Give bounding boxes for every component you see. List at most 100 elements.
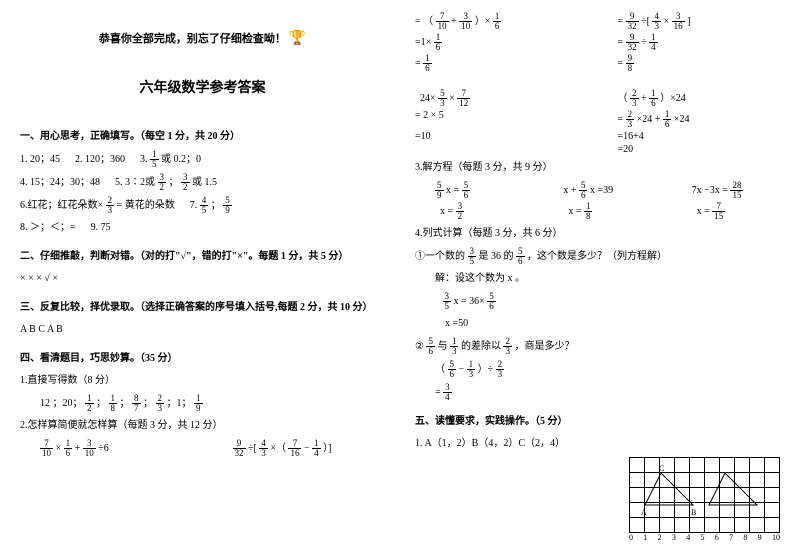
sf5-6: 56	[462, 181, 471, 200]
xl9: 9	[758, 533, 762, 542]
sv1b: x = 32	[435, 202, 523, 221]
section2-title: 二、仔细推敲，判断对错。（对的打"√"，错的打"×"。每题 1 分，共 5 分）	[20, 247, 385, 262]
sv1: 59 x = 56	[435, 181, 523, 200]
s4-1b: ；	[96, 398, 106, 409]
section4-title: 四、看清题目，巧思妙算。（35 分）	[20, 349, 385, 364]
xl3: 3	[672, 533, 676, 542]
frac-8-7: 87	[132, 394, 141, 413]
frac-1-8: 18	[109, 394, 118, 413]
xl5: 5	[700, 533, 704, 542]
s4-4: 4.列式计算（每题 3 分，共 6 分）	[415, 225, 780, 243]
s4-4-2: ② 56 与 13 的差除以 23 ，商是多少？	[415, 337, 780, 356]
frac-1-2: 12	[85, 394, 94, 413]
rb2-r0: （ 23 + 16 ）×24	[618, 89, 781, 108]
frac-3-2a: 32	[158, 173, 167, 192]
q2b: 与	[437, 341, 447, 352]
solve-row1: 59 x = 56 x + 56 x =39 7x −3x = 2815	[415, 181, 780, 200]
q2a: ②	[415, 341, 424, 352]
s4-4-sol: 解：设这个数为 x 。	[415, 270, 780, 288]
rf3-10: 310	[459, 12, 472, 31]
s1-1c: 3.	[140, 154, 148, 165]
rb2-l1: = 2 × 5	[415, 110, 578, 129]
semi: ；	[143, 398, 153, 409]
rf1-6d: 16	[649, 89, 658, 108]
q1c: ，这个数是多少？（列方程解）	[527, 251, 667, 262]
q2d: ，商是多少？	[514, 341, 574, 352]
left-column: 恭喜你全部完成，别忘了仔细检查呦！ 🏆 六年级数学参考答案 一、用心思考，正确填…	[20, 10, 385, 542]
s2-answers: × × × √ ×	[20, 270, 385, 288]
q2f1-3: 13	[450, 337, 459, 356]
frac-1-5: 15	[150, 150, 159, 169]
xl4: 4	[686, 533, 690, 542]
q2-expr: （ 56 − 13 ）÷ 23	[415, 360, 780, 379]
solve-row2: x = 32 x = 18 x = 715	[415, 202, 780, 221]
e2f1-3: 13	[467, 360, 476, 379]
sf5-9: 59	[435, 181, 444, 200]
sf5-6b: 56	[579, 181, 588, 200]
rf9-8: 98	[626, 54, 635, 73]
trophy-icon: 🏆	[289, 31, 306, 46]
s1-3b: = 黄花的朵数	[117, 200, 175, 211]
section1-title: 一、用心思考，正确填写。（每空 1 分，共 20 分）	[20, 127, 385, 142]
coordinate-grid	[629, 457, 780, 533]
spacer1	[415, 75, 780, 87]
xl7: 7	[729, 533, 733, 542]
grid-wrap: A B C 0 1 2 3 4 5 6 7 8 9 10	[415, 457, 780, 542]
s5-l1: 1. A（1，2）B（4，2）C（2，4）	[415, 435, 780, 453]
rb1-r3: = 98	[618, 54, 781, 73]
s4-1-answers: 12 ；20； 12 ； 18 ； 87 ； 23 ；1； 19	[20, 394, 385, 413]
s4-1c: ；	[120, 398, 130, 409]
qf5-6: 56	[516, 247, 525, 266]
right-column: = （ 710 + 310 ）× 16 = 932 ÷[ 43 × 316 ] …	[415, 10, 780, 542]
congrats-line: 恭喜你全部完成，别忘了仔细检查呦！ 🏆	[20, 30, 385, 47]
rf1-6e: 16	[663, 110, 672, 129]
r-block1-row2: =1× 16 = 932 ÷ 14	[415, 33, 780, 52]
main-title: 六年级数学参考答案	[20, 77, 385, 97]
q2f2-3: 23	[503, 337, 512, 356]
s4-1: 1.直接写得数（8 分）	[20, 372, 385, 390]
x50: x =50	[445, 318, 468, 329]
xl8: 8	[743, 533, 747, 542]
s4-4-eq: 35 x = 36× 56	[415, 292, 780, 311]
q1a: ①一个数的	[415, 251, 465, 262]
s1-line3: 6.红花；红花朵数× 23 = 黄花的朵数 7. 45 ； 59	[20, 196, 385, 215]
sf7-15: 715	[712, 202, 725, 221]
f1-6a: 16	[64, 439, 73, 458]
r-block1-row1: = （ 710 + 310 ）× 16 = 932 ÷[ 43 × 316 ]	[415, 12, 780, 31]
qf3-5: 35	[468, 247, 477, 266]
rf1-6c: 16	[423, 54, 432, 73]
x-axis-labels: 0 1 2 3 4 5 6 7 8 9 10	[629, 533, 780, 542]
rb2-l3	[415, 144, 578, 155]
section3-title: 三、反复比较，择优录取。（选择正确答案的序号填入括号,每题 2 分，共 10 分…	[20, 298, 385, 313]
rf2-3c: 23	[630, 89, 639, 108]
s1-3d: ；	[211, 200, 221, 211]
q1b: 是 36 的	[479, 251, 514, 262]
page-columns: 恭喜你全部完成，别忘了仔细检查呦！ 🏆 六年级数学参考答案 一、用心思考，正确填…	[20, 10, 780, 542]
e2f5-6: 56	[448, 360, 457, 379]
r-block2-row2: =10 =16+4	[415, 131, 780, 142]
xl1: 1	[643, 533, 647, 542]
s4-4-1: ①一个数的 35 是 36 的 56 ，这个数是多少？（列方程解）	[415, 247, 780, 266]
s1-2b: 5. 3∶2或	[115, 177, 155, 188]
s1-line4: 8. ＞；＜；= 9. 75	[20, 219, 385, 237]
ef5-6: 56	[487, 292, 496, 311]
s1-1d: 或 0.2；0	[161, 154, 201, 165]
q2c: 的差除以	[461, 341, 501, 352]
f1-4: 14	[312, 439, 321, 458]
s1-1a: 1. 20；45	[20, 154, 60, 165]
r-block2-row1: = 2 × 5 = 23 ×24 + 16 ×24	[415, 110, 780, 129]
e2f2-3: 23	[496, 360, 505, 379]
f3-10: 310	[83, 439, 96, 458]
rb1-l1: = （ 710 + 310 ）× 16	[415, 12, 578, 31]
e2f3-4: 34	[443, 383, 452, 402]
xl0: 0	[629, 533, 633, 542]
rb2-l2: =10	[415, 131, 578, 142]
s3-answers: A B C A B	[20, 321, 385, 339]
s4-3: 3.解方程（每题 3 分，共 9 分）	[415, 159, 780, 177]
expr-left: 710 × 16 + 310 ÷6	[40, 439, 193, 458]
expr-right: 932 ÷[ 43 ×（ 716 − 14 ）]	[233, 439, 386, 458]
sv3b: x = 715	[692, 202, 780, 221]
xl10: 10	[772, 533, 780, 542]
s5-coords: 1. A（1，2）B（4，2）C（2，4）	[415, 438, 565, 449]
r-block2-row3: =20	[415, 144, 780, 155]
